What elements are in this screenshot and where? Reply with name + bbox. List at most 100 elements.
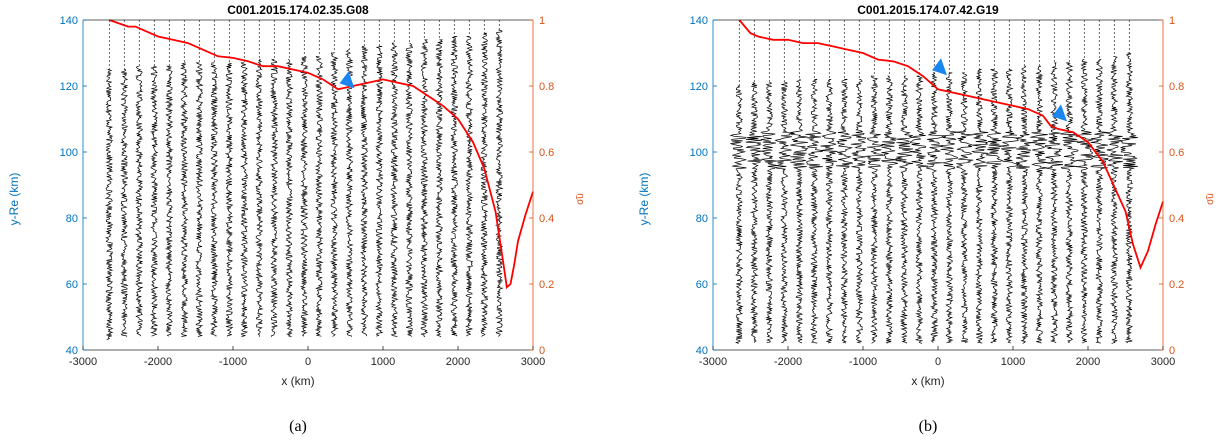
panel-a-right-tick-label: 0.6	[539, 147, 554, 159]
panel-a-arrows	[339, 71, 355, 89]
panel-b-right-tick-label: 0.2	[1169, 279, 1184, 291]
panel-a-trace	[269, 59, 279, 337]
panel-a-left-tick-label: 100	[60, 147, 78, 159]
panel-a-x-tick-label: 3000	[521, 356, 545, 368]
panel-a-left-tick-label: 40	[66, 345, 78, 357]
panel-b-x-axis-label: x (km)	[911, 374, 944, 388]
panel-a-trace	[239, 62, 249, 337]
panel-b-title: C001.2015.174.07.42.G19	[857, 3, 999, 17]
panel-a-right-tick-label: 0.8	[539, 81, 554, 93]
panel-a-trace	[255, 59, 264, 337]
panel-a-right-tick-label: 0	[539, 345, 545, 357]
panel-a-trace	[134, 65, 144, 337]
panel-b-trace	[865, 75, 885, 344]
panel-a-trace	[329, 52, 339, 337]
panel-a-axes: -3000 -2000 -1000 0 1000 2000 3000 40 60 80 100 120…	[60, 15, 555, 368]
panel-a-trace	[179, 62, 189, 337]
panel-b-arrow-marker	[1052, 104, 1067, 122]
panel-a-trace	[419, 39, 429, 338]
panel-a-trace	[284, 59, 294, 338]
panel-b-left-tick-label: 100	[690, 147, 708, 159]
panel-b-trace	[1105, 55, 1124, 344]
panel-b-trace	[850, 79, 867, 344]
panel-a-right-axis-label: σ̃u	[575, 193, 586, 205]
panel-a-trace	[360, 46, 369, 337]
panel-b-right-tick-label: 0.6	[1169, 147, 1184, 159]
panel-b-x-tick-label: -1000	[849, 356, 877, 368]
panel-b-sigma-curve	[738, 19, 1164, 270]
panel-b-left-tick-label: 120	[690, 81, 708, 93]
panel-a-trace	[494, 29, 504, 337]
panel-b-trace	[909, 75, 929, 344]
panel-b-arrow-marker	[932, 58, 947, 76]
panel-a-trace	[464, 36, 474, 337]
panel-a-x-tick-label: 0	[305, 356, 311, 368]
panel-b-traces	[729, 52, 1138, 344]
panel-a-left-tick-label: 60	[66, 279, 78, 291]
panel-a-right-tick-label: 0.4	[539, 213, 554, 225]
panel-a-trace	[224, 62, 234, 337]
panel-a-x-tick-label: -1000	[219, 356, 247, 368]
panel-a-trace	[209, 62, 219, 337]
panel-b-trace	[1044, 62, 1064, 344]
panel-b-right-tick-label: 0.4	[1169, 213, 1184, 225]
panel-a-caption: (a)	[289, 418, 307, 435]
panel-a-right-tick-label: 1	[539, 15, 545, 27]
panel-a-arrow-marker	[339, 71, 355, 89]
panel-b-trace	[745, 82, 763, 343]
panel-b-right-tick-label: 0.8	[1169, 81, 1184, 93]
panel-b-left-tick-label: 60	[696, 279, 708, 291]
panel-b-trace	[835, 79, 854, 344]
panel-b-trace	[1090, 59, 1109, 344]
panel-a-x-axis-label: x (km)	[281, 374, 314, 388]
panel-b-trace	[1075, 59, 1094, 344]
panel-a-trace	[314, 55, 324, 337]
panel-a-left-tick-label: 120	[60, 81, 78, 93]
panel-b-left-tick-label: 40	[696, 345, 708, 357]
panel-b-trace	[940, 72, 959, 344]
panel-a-trace	[479, 32, 489, 337]
panel-a-trace	[194, 62, 204, 337]
panel-a-trace	[344, 49, 354, 337]
panel-b-trace	[895, 75, 914, 344]
panel-b-x-tick-label: 3000	[1151, 356, 1175, 368]
panel-b-trace	[820, 79, 838, 344]
panel-b-right-tick-label: 0	[1169, 345, 1175, 357]
panel-b-left-tick-label: 80	[696, 213, 708, 225]
panel-b-trace	[926, 72, 943, 343]
panel-a-right-tick-label: 0.2	[539, 279, 554, 291]
panel-a-trace	[119, 69, 129, 337]
panel-a-trace	[434, 39, 444, 338]
panel-a-trace	[104, 69, 114, 340]
panel-a-trace	[149, 65, 159, 337]
panel-b-arrows	[932, 58, 1067, 122]
panel-b-trace	[985, 69, 1004, 344]
panel-b-trace	[1015, 65, 1033, 344]
panel-a-left-tick-label: 140	[60, 15, 78, 27]
panel-a-trace	[404, 42, 414, 337]
panel-b-x-tick-label: 2000	[1076, 356, 1100, 368]
panel-b-trace	[1030, 65, 1048, 344]
panel-a-x-tick-label: -2000	[144, 356, 172, 368]
panel-a-x-tick-label: 1000	[371, 356, 395, 368]
panel-b-trace	[1119, 52, 1138, 344]
panel-b-trace	[955, 72, 974, 344]
panel-b-trace	[729, 85, 748, 344]
panel-b-x-tick-label: 1000	[1001, 356, 1025, 368]
panel-a-traces	[104, 29, 504, 340]
panel-a-left-tick-label: 80	[66, 213, 78, 225]
panel-b-x-tick-label: -2000	[774, 356, 802, 368]
panel-b-trace	[760, 82, 778, 344]
panel-a-title: C001.2015.174.02.35.G08	[227, 3, 369, 17]
panel-b: -3000 -2000 -1000 0 1000 2000 3000 40 60 80 100 120…	[637, 3, 1216, 435]
panel-a-trace	[164, 65, 174, 337]
panel-a-x-tick-label: -3000	[69, 356, 97, 368]
panel-b-right-tick-label: 1	[1169, 15, 1175, 27]
panel-a-trace	[390, 42, 399, 337]
panel-a-left-axis-label: y-Re (km)	[7, 173, 21, 226]
panel-a: -3000 -2000 -1000 0 1000 2000 3000 40 60 80 100 120…	[7, 3, 586, 435]
panel-a-trace	[374, 46, 384, 337]
panel-b-trace	[1060, 62, 1079, 344]
panel-b-axes: -3000 -2000 -1000 0 1000 2000 3000 40 60 80 100 120…	[690, 15, 1185, 368]
